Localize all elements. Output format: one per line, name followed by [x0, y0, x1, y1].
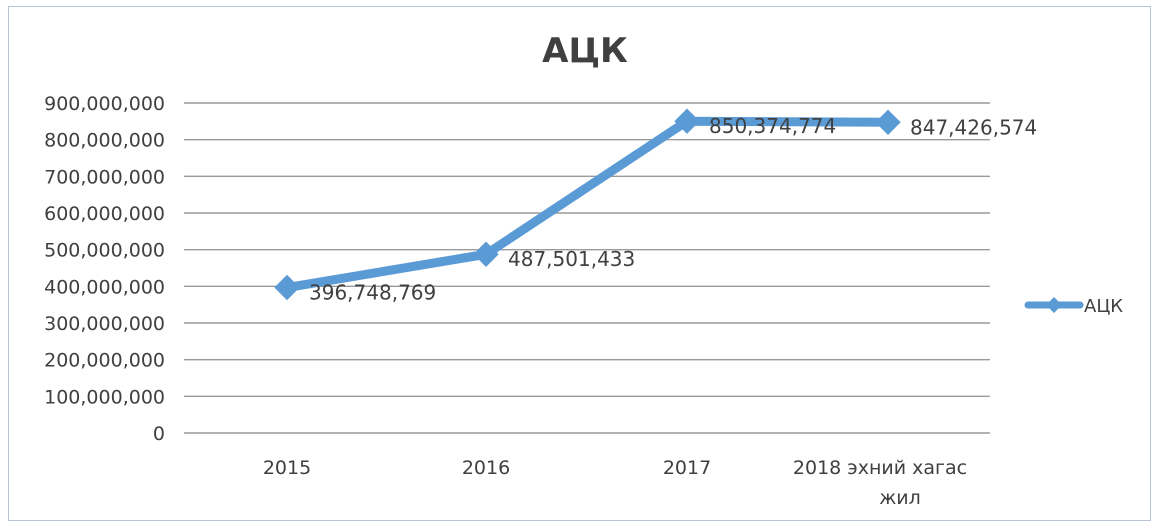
x-tick-label: 2017: [663, 457, 711, 479]
y-tick-label: 0: [153, 423, 165, 445]
x-tick-label-line: жил: [879, 487, 921, 509]
y-tick-label: 400,000,000: [44, 276, 165, 298]
x-tick-label: 2015: [263, 457, 311, 479]
x-axis-tick-labels: 2015 2016 2017 2018 эхний хагас жил: [263, 457, 967, 509]
y-tick-label: 600,000,000: [44, 203, 165, 225]
y-axis-tick-labels: 0 100,000,000 200,000,000 300,000,000 400,00…: [44, 93, 165, 445]
legend: АЦК: [1024, 296, 1123, 317]
x-tick-label-line: 2018 эхний хагас: [793, 457, 967, 479]
data-point-marker: [274, 274, 300, 301]
data-labels: 396,748,769 487,501,433 850,374,774 847,426…: [309, 114, 1037, 304]
data-label: 396,748,769: [309, 281, 436, 305]
data-label: 487,501,433: [508, 247, 635, 271]
data-label: 847,426,574: [910, 115, 1037, 139]
y-tick-label: 300,000,000: [44, 313, 165, 335]
x-tick-label: 2018 эхний хагас жил: [793, 457, 967, 509]
data-point-marker: [473, 241, 499, 267]
y-tick-label: 900,000,000: [44, 93, 165, 115]
y-tick-label: 500,000,000: [44, 240, 165, 262]
data-label: 850,374,774: [709, 114, 836, 138]
series-layer: [274, 108, 901, 301]
gridlines: [184, 102, 990, 434]
data-point-marker: [674, 108, 700, 134]
legend-marker-swatch: [1046, 297, 1062, 313]
y-tick-label: 800,000,000: [44, 130, 165, 152]
legend-label: АЦК: [1084, 296, 1123, 317]
chart-frame: [8, 6, 1151, 521]
data-point-marker: [875, 109, 901, 135]
y-tick-label: 200,000,000: [44, 350, 165, 372]
chart-title: АЦК: [542, 31, 628, 71]
y-tick-label: 700,000,000: [44, 166, 165, 188]
y-tick-label: 100,000,000: [44, 386, 165, 408]
series-line-ацк: [282, 116, 893, 293]
x-tick-label: 2016: [462, 457, 510, 479]
